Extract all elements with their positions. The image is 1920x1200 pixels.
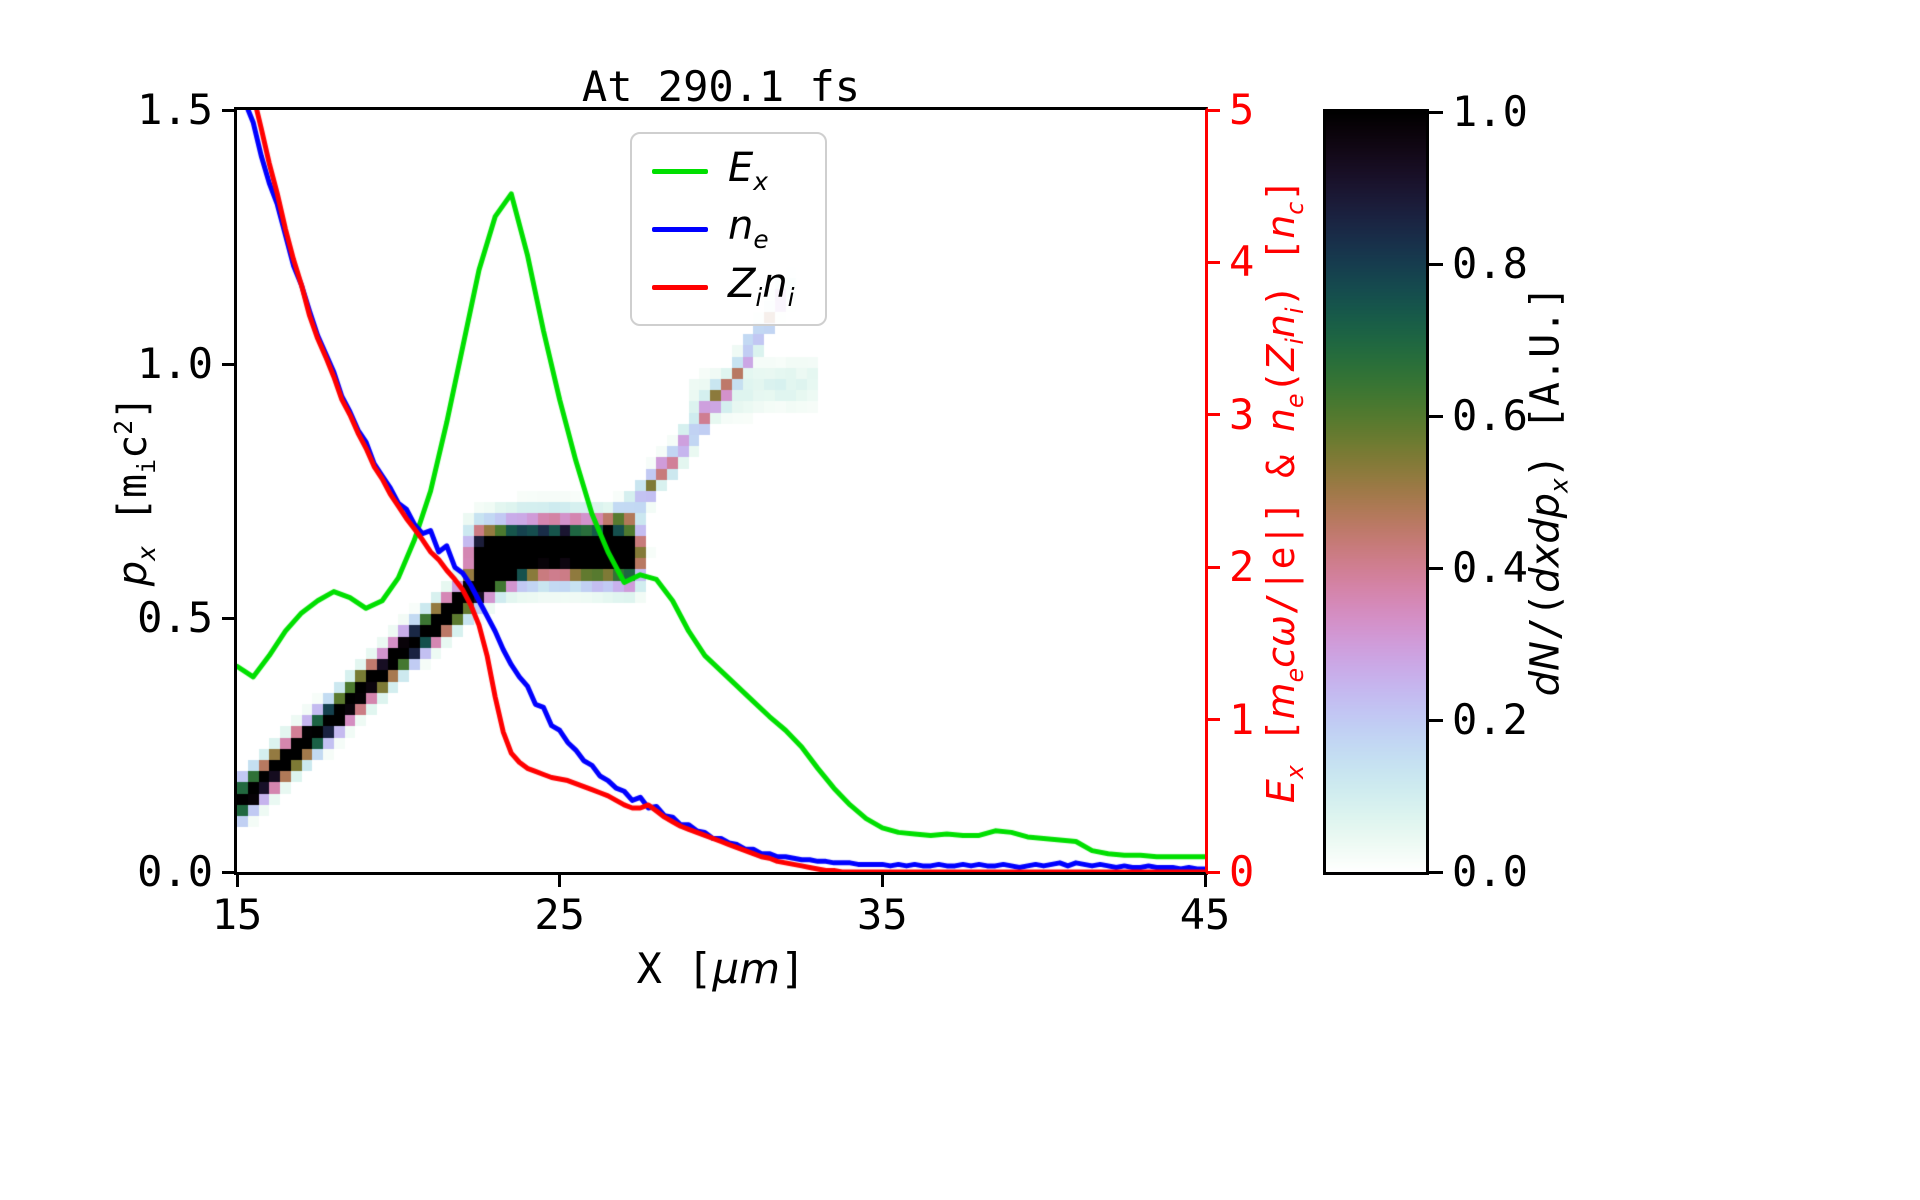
y-right-tick-label: 2 (1229, 542, 1255, 592)
colorbar-tick-label: 0.0 (1452, 847, 1528, 896)
legend-line-ne (652, 226, 708, 232)
right-y-axis-label: Ex [mecω/|e|] & ne(Zini) [nc] (1259, 178, 1309, 804)
x-tick-mark (235, 873, 239, 887)
colorbar-tick-label: 0.4 (1452, 543, 1528, 592)
x-tick-label: 15 (211, 890, 263, 939)
y-left-tick-label: 1.5 (137, 85, 213, 134)
legend-label-zini: Zini (728, 260, 795, 312)
colorbar-tick-label: 1.0 (1452, 87, 1528, 136)
y-left-tick-label: 0.5 (137, 593, 213, 642)
y-right-tick-mark (1206, 413, 1220, 417)
colorbar-tick-mark (1429, 262, 1443, 266)
x-axis-label: X [μm] (636, 944, 806, 993)
left-y-axis-label: px [mic2] (108, 395, 162, 587)
colorbar-tick-mark (1429, 566, 1443, 570)
y-left-tick-mark (222, 108, 236, 112)
y-left-tick-label: 1.0 (137, 339, 213, 388)
y-right-tick-mark (1206, 260, 1220, 264)
y-right-tick-mark (1206, 870, 1220, 874)
colorbar-tick-mark (1429, 110, 1443, 114)
x-tick-label: 25 (534, 890, 585, 939)
colorbar-label: dN/(dxdpx) [A.U.] (1522, 285, 1574, 697)
y-right-tick-mark (1206, 108, 1220, 112)
y-right-tick-label: 4 (1229, 237, 1255, 287)
x-tick-mark (1203, 873, 1207, 887)
y-right-tick-mark (1206, 718, 1220, 722)
colorbar-tick-mark (1429, 870, 1443, 874)
y-right-tick-label: 0 (1229, 847, 1255, 896)
y-right-tick-label: 5 (1229, 85, 1255, 134)
legend-item-ex: Ex (652, 148, 795, 194)
colorbar-tick-label: 0.6 (1452, 391, 1528, 440)
y-right-tick-mark (1206, 565, 1220, 569)
legend-item-zini: Zini (652, 264, 795, 310)
legend: Ex ne Zini (630, 132, 827, 326)
y-left-tick-label: 0.0 (137, 847, 213, 896)
y-left-tick-mark (222, 616, 236, 620)
legend-line-zini (652, 284, 708, 290)
x-tick-mark (558, 873, 562, 887)
plot-title: At 290.1 fs (581, 62, 861, 111)
legend-line-ex (652, 168, 708, 174)
colorbar-tick-mark (1429, 718, 1443, 722)
y-left-tick-mark (222, 870, 236, 874)
y-right-tick-label: 1 (1229, 694, 1255, 744)
x-tick-label: 45 (1179, 890, 1231, 939)
legend-label-ex: Ex (728, 144, 768, 196)
colorbar-tick-label: 0.8 (1452, 239, 1528, 288)
legend-item-ne: ne (652, 206, 795, 252)
y-right-tick-label: 3 (1229, 389, 1255, 439)
x-tick-label: 35 (857, 890, 908, 939)
x-tick-mark (880, 873, 884, 887)
colorbar-canvas (1326, 112, 1426, 872)
colorbar-tick-label: 0.2 (1452, 695, 1528, 744)
legend-label-ne: ne (728, 202, 769, 254)
y-left-tick-mark (222, 362, 236, 366)
colorbar-tick-mark (1429, 414, 1443, 418)
